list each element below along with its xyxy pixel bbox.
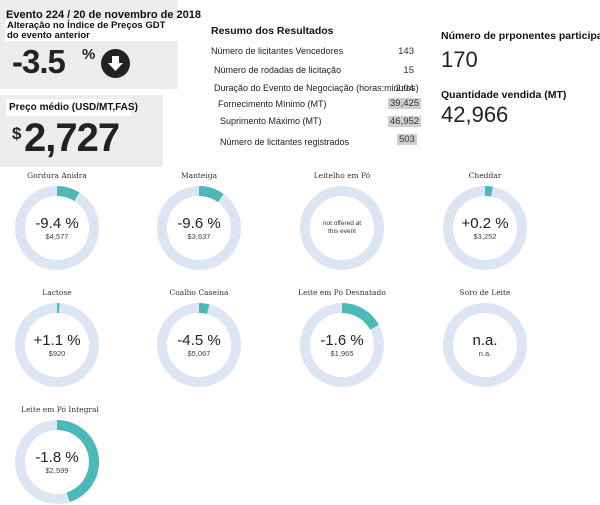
product-title: Leite em Pó Integral — [21, 405, 99, 414]
summary-row-label: Duração do Evento de Negociação (horas:m… — [214, 83, 419, 93]
product-title: Leite em Pó Desnatado — [298, 288, 386, 297]
summary-row-label: Suprimento Máximo (MT) — [220, 116, 322, 126]
donut-arc — [15, 186, 99, 270]
product-title: Leitelho em Pó — [313, 171, 371, 180]
product-donut: n.a. n.a. — [440, 300, 530, 390]
product-donut: -1.6 % $1,965 — [297, 300, 387, 390]
product-title: Coalho Caseína — [169, 288, 229, 297]
index-subtitle-line1: Alteração no Índice de Preços GDT — [7, 20, 166, 31]
summary-row-label: Fornecimento Mínimo (MT) — [218, 99, 327, 109]
product-donut: +1.1 % $920 — [12, 300, 102, 390]
product-change: -9.4 % — [35, 214, 79, 232]
product-title: Soro de Leite — [459, 288, 511, 297]
quantity-sold-value: 42,966 — [441, 102, 509, 127]
product-change: -1.8 % — [35, 448, 79, 466]
donut-ring — [300, 186, 384, 270]
product-change: +1.1 % — [33, 331, 81, 349]
product-price: $1,965 — [330, 348, 354, 358]
product-change: n.a. — [472, 331, 498, 349]
index-panel — [0, 0, 178, 89]
arrow-down-icon — [101, 49, 130, 78]
product-donut: -1.8 % $2,599 — [12, 417, 102, 505]
product-price: $5,067 — [187, 348, 211, 358]
donut-arc — [15, 303, 99, 387]
product-change: +0.2 % — [461, 214, 509, 232]
bidders-value: 170 — [441, 47, 478, 72]
donut-arc — [300, 303, 384, 387]
product-price: $2,599 — [45, 465, 69, 475]
product-price: $3,252 — [473, 231, 497, 241]
index-change-unit: % — [82, 46, 96, 63]
average-price-currency: $ — [12, 124, 22, 143]
summary-row-value: 503 — [397, 134, 417, 145]
donut-arc — [443, 186, 527, 270]
donut-ring — [15, 303, 99, 387]
product-title: Cheddar — [468, 171, 502, 180]
summary-row-label: Número de licitantes Vencedores — [211, 46, 344, 56]
summary-row-value: 143 — [398, 46, 414, 57]
product-title: Manteiga — [180, 171, 218, 180]
quantity-sold-label: Quantidade vendida (MT) — [441, 89, 567, 101]
summary-row-value: 2:04 — [395, 83, 415, 94]
event-title: Evento 224 / 20 de novembro de 2018 — [6, 9, 202, 21]
average-price-value: 2,727 — [24, 116, 120, 160]
price-label-box — [6, 99, 131, 116]
product-na-note: not offered at this event — [322, 220, 362, 235]
donut-arc — [15, 420, 99, 504]
donut-track — [300, 186, 384, 270]
summary-row-value: 39,425 — [388, 98, 422, 109]
product-donut: -9.4 % $4,577 — [12, 183, 102, 273]
product-change: -1.6 % — [320, 331, 364, 349]
index-change-value: -3.5 — [12, 43, 66, 80]
product-donut: -4.5 % $5,067 — [154, 300, 244, 390]
donut-arc — [157, 303, 241, 387]
summary-row-value: 46,952 — [388, 116, 422, 127]
index-subtitle-box — [5, 20, 178, 41]
product-donut: not offered at this event — [297, 183, 387, 273]
donut-ring — [443, 186, 527, 270]
average-price-label: Preço médio (USD/MT,FAS) — [9, 102, 138, 113]
donut-arc — [157, 186, 241, 270]
summary-row-value: 15 — [403, 65, 414, 76]
donut-ring — [15, 420, 99, 504]
product-price: $920 — [48, 348, 66, 358]
product-donut: +0.2 % $3,252 — [440, 183, 530, 273]
donut-ring — [157, 186, 241, 270]
product-price: n.a. — [478, 348, 492, 358]
summary-row-label: Número de licitantes registrados — [220, 137, 350, 147]
index-subtitle: Alteração no Índice de Preços GDT do eve… — [7, 21, 167, 41]
summary-row-label: Número de rodadas de licitação — [214, 65, 342, 75]
product-change: -4.5 % — [177, 331, 221, 349]
summary-title: Resumo dos Resultados — [211, 25, 334, 37]
donut-ring — [443, 303, 527, 387]
donut-ring — [300, 303, 384, 387]
product-price: $4,577 — [45, 231, 69, 241]
product-donut: -9.6 % $3,637 — [154, 183, 244, 273]
product-title: Gordura Anidra — [27, 171, 87, 180]
index-subtitle-line2: do evento anterior — [7, 30, 90, 41]
donut-track — [443, 303, 527, 387]
product-change: -9.6 % — [177, 214, 221, 232]
donut-ring — [15, 186, 99, 270]
product-title: Lactose — [42, 288, 72, 297]
donut-ring — [157, 303, 241, 387]
product-price: $3,637 — [187, 231, 211, 241]
bidders-label: Número de prponentes participantes — [441, 30, 600, 42]
